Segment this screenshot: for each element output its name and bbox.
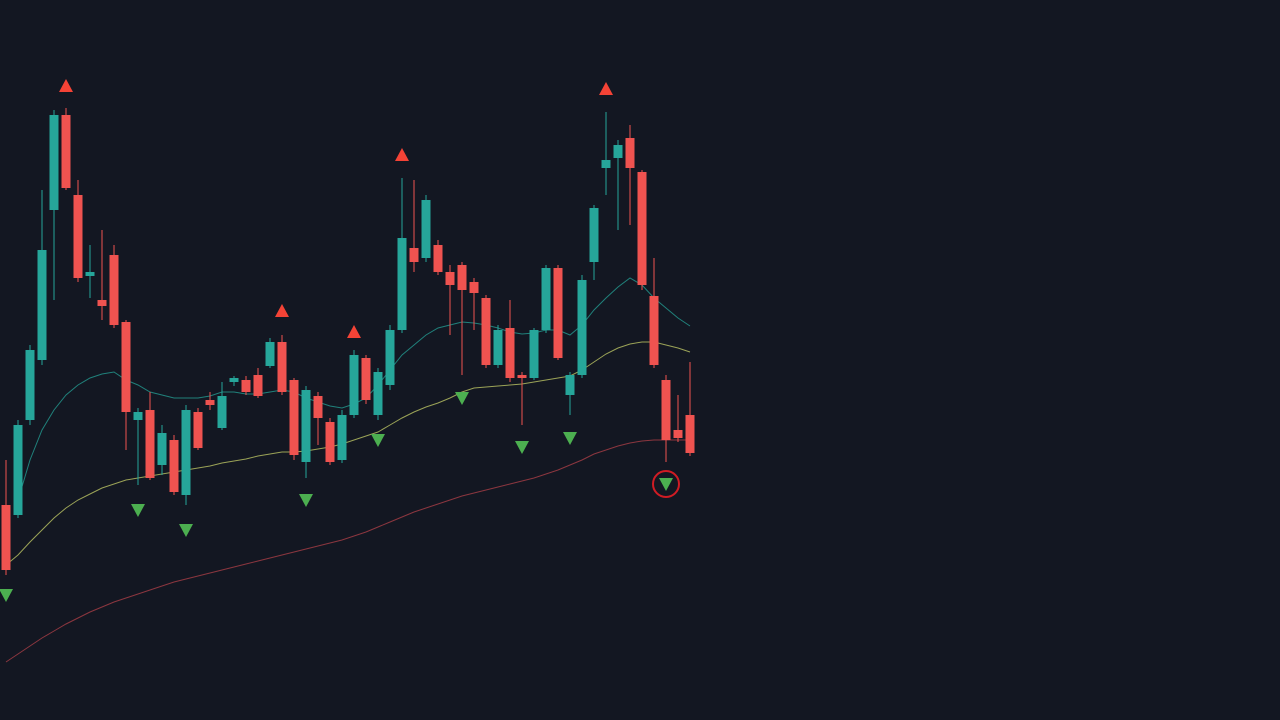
signal-marker	[0, 589, 13, 602]
candle-body	[565, 375, 575, 395]
candle-body	[649, 296, 659, 365]
signal-marker	[347, 325, 361, 338]
candle-body	[241, 380, 251, 392]
candle-body	[685, 415, 695, 453]
signal-marker	[395, 148, 409, 161]
candle-body	[277, 342, 287, 392]
candle-body	[517, 375, 527, 378]
candle-body	[553, 268, 563, 358]
candle-body	[529, 330, 539, 378]
candle-body	[385, 330, 395, 385]
candle-body	[433, 245, 443, 272]
candle-body	[589, 208, 599, 262]
candle-body	[265, 342, 275, 366]
candle-body	[349, 355, 359, 415]
candle-body	[445, 272, 455, 285]
candle-body	[301, 390, 311, 462]
candle-body	[253, 375, 263, 396]
candle-body	[85, 272, 95, 276]
candle-body	[325, 422, 335, 462]
candle-body	[73, 195, 83, 278]
signal-marker	[563, 432, 577, 445]
candle-body	[469, 282, 479, 293]
signal-marker	[131, 504, 145, 517]
candle-body	[397, 238, 407, 330]
moving-average	[5, 341, 691, 566]
candle-body	[37, 250, 47, 360]
candle-body	[205, 400, 215, 405]
candle-body	[121, 322, 131, 412]
candle-body	[13, 425, 23, 515]
signal-marker	[299, 494, 313, 507]
candle-body	[229, 378, 239, 382]
candle-body	[661, 380, 671, 440]
candle-body	[505, 328, 515, 378]
moving-average	[5, 439, 690, 663]
signal-marker	[515, 441, 529, 454]
candle-body	[625, 138, 635, 168]
signal-marker	[455, 392, 469, 405]
candle-body	[373, 372, 383, 415]
candle-body	[361, 358, 371, 400]
candle-body	[97, 300, 107, 306]
candle-body	[313, 396, 323, 418]
candle-body	[577, 280, 587, 375]
candle-body	[49, 115, 59, 210]
signal-marker	[179, 524, 193, 537]
signal-marker	[371, 434, 385, 447]
candle-body	[613, 145, 623, 158]
signal-marker	[59, 79, 73, 92]
candle-body	[181, 410, 191, 495]
candle-body	[409, 248, 419, 262]
candle-body	[337, 415, 347, 460]
signal-marker	[599, 82, 613, 95]
candle-body	[193, 412, 203, 448]
candle-body	[145, 410, 155, 478]
candle-body	[673, 430, 683, 438]
candle-body	[421, 200, 431, 258]
candle-body	[493, 330, 503, 365]
candle-body	[217, 396, 227, 428]
candle-body	[289, 380, 299, 455]
signal-marker	[275, 304, 289, 317]
candle-body	[541, 268, 551, 330]
candle-body	[1, 505, 11, 570]
candle-body	[481, 298, 491, 365]
candle-body	[25, 350, 35, 420]
candle-body	[157, 433, 167, 465]
candle-body	[457, 265, 467, 290]
candle-body	[133, 412, 143, 420]
candle-body	[109, 255, 119, 325]
candle-body	[637, 172, 647, 285]
highlight-ring	[652, 470, 680, 498]
candle-body	[61, 115, 71, 188]
signal-marker	[659, 478, 673, 491]
candle-body	[601, 160, 611, 168]
candle-body	[169, 440, 179, 492]
